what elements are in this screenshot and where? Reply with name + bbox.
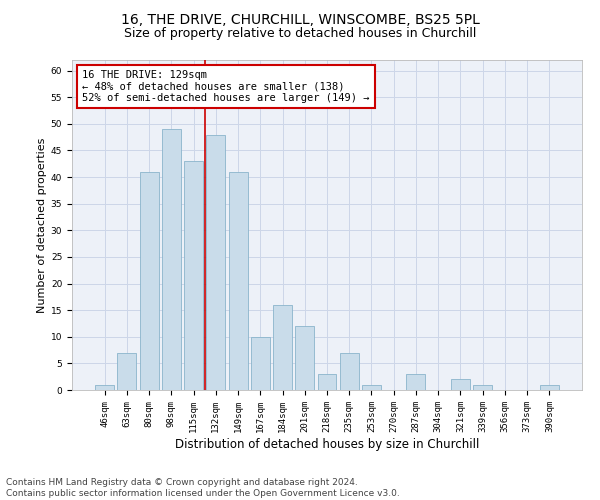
X-axis label: Distribution of detached houses by size in Churchill: Distribution of detached houses by size … <box>175 438 479 450</box>
Text: 16 THE DRIVE: 129sqm
← 48% of detached houses are smaller (138)
52% of semi-deta: 16 THE DRIVE: 129sqm ← 48% of detached h… <box>82 70 370 103</box>
Bar <box>162 129 181 390</box>
Bar <box>251 337 270 390</box>
Bar <box>273 305 292 390</box>
Bar <box>362 384 381 390</box>
Bar <box>317 374 337 390</box>
Bar <box>206 134 225 390</box>
Text: Contains HM Land Registry data © Crown copyright and database right 2024.
Contai: Contains HM Land Registry data © Crown c… <box>6 478 400 498</box>
Bar <box>473 384 492 390</box>
Bar <box>229 172 248 390</box>
Bar <box>140 172 158 390</box>
Bar <box>451 380 470 390</box>
Bar <box>184 161 203 390</box>
Bar <box>406 374 425 390</box>
Bar <box>540 384 559 390</box>
Y-axis label: Number of detached properties: Number of detached properties <box>37 138 47 312</box>
Bar <box>118 352 136 390</box>
Bar <box>340 352 359 390</box>
Text: 16, THE DRIVE, CHURCHILL, WINSCOMBE, BS25 5PL: 16, THE DRIVE, CHURCHILL, WINSCOMBE, BS2… <box>121 12 479 26</box>
Text: Size of property relative to detached houses in Churchill: Size of property relative to detached ho… <box>124 28 476 40</box>
Bar <box>95 384 114 390</box>
Bar <box>295 326 314 390</box>
